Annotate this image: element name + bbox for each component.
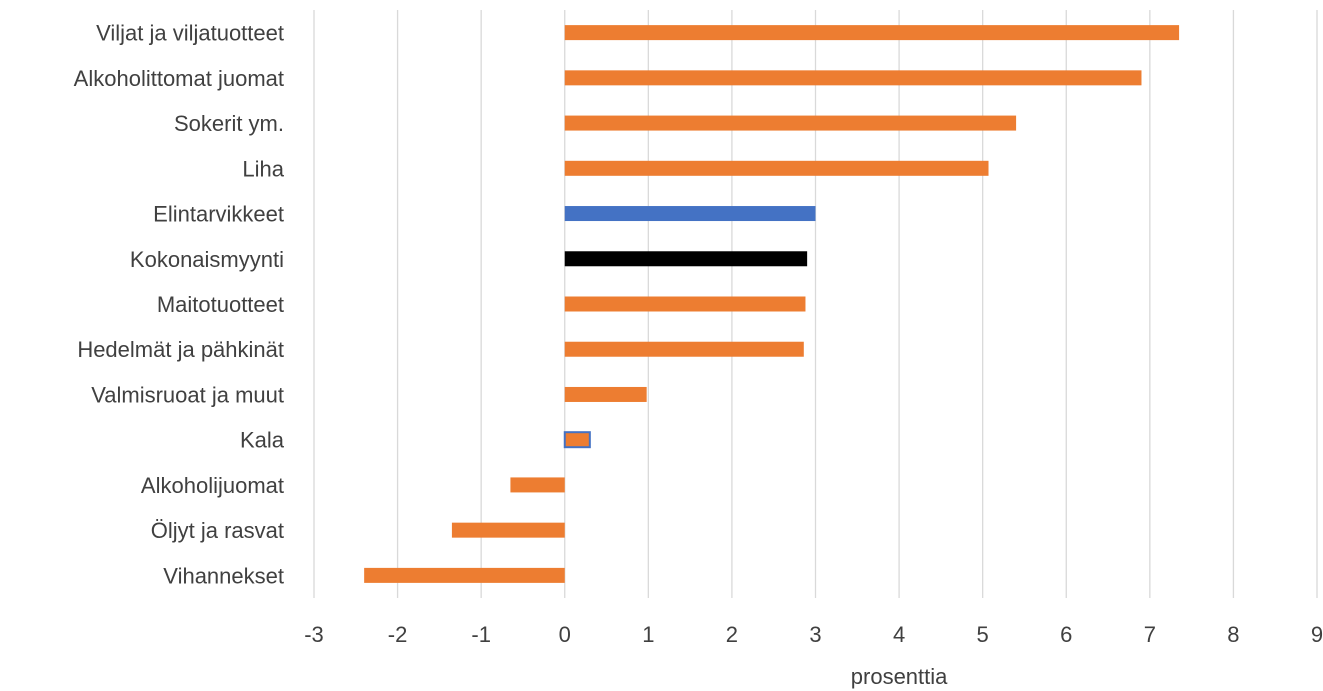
- category-label: Alkoholittomat juomat: [74, 66, 284, 91]
- category-label: Elintarvikkeet: [153, 202, 284, 227]
- x-tick-label: 6: [1060, 622, 1072, 647]
- category-label: Vihannekset: [163, 563, 284, 588]
- bar: [564, 341, 804, 357]
- bar: [564, 70, 1142, 86]
- category-label: Viljat ja viljatuotteet: [96, 21, 284, 46]
- category-labels: Viljat ja viljatuotteet Alkoholittomat ju…: [74, 21, 285, 589]
- bar: [564, 386, 647, 402]
- bar: [564, 160, 989, 176]
- x-tick-label: 5: [977, 622, 989, 647]
- x-tick-label: 3: [809, 622, 821, 647]
- x-tick-label: 9: [1311, 622, 1323, 647]
- category-label: Kala: [240, 428, 285, 453]
- category-label: Maitotuotteet: [157, 292, 284, 317]
- category-label: Sokerit ym.: [174, 111, 284, 136]
- x-axis-title: prosenttia: [851, 664, 948, 689]
- category-label: Valmisruoat ja muut: [91, 382, 284, 407]
- bar: [564, 25, 1180, 41]
- x-tick-label: 4: [893, 622, 905, 647]
- category-label: Kokonaismyynti: [130, 247, 284, 272]
- bars: [364, 25, 1180, 583]
- category-label: Alkoholijuomat: [141, 473, 284, 498]
- x-tick-label: -1: [471, 622, 491, 647]
- gridlines: [313, 10, 1318, 598]
- bar: [564, 115, 1017, 131]
- bar: [451, 522, 565, 538]
- x-tick-label: 1: [642, 622, 654, 647]
- bar: [364, 567, 565, 583]
- bar: [563, 431, 591, 449]
- x-tick-label: 0: [559, 622, 571, 647]
- x-tick-labels: -3 -2 -1 0 1 2 3 4 5 6 7 8 9: [304, 622, 1323, 647]
- x-tick-label: 2: [726, 622, 738, 647]
- x-tick-label: 7: [1144, 622, 1156, 647]
- bar: [564, 296, 806, 312]
- x-tick-label: 8: [1227, 622, 1239, 647]
- bar: [564, 251, 808, 267]
- category-label: Öljyt ja rasvat: [151, 518, 284, 543]
- category-label: Liha: [242, 156, 284, 181]
- bar: [510, 477, 565, 493]
- category-label: Hedelmät ja pähkinät: [77, 337, 284, 362]
- x-tick-label: -2: [388, 622, 408, 647]
- x-tick-label: -3: [304, 622, 324, 647]
- bar: [564, 206, 816, 222]
